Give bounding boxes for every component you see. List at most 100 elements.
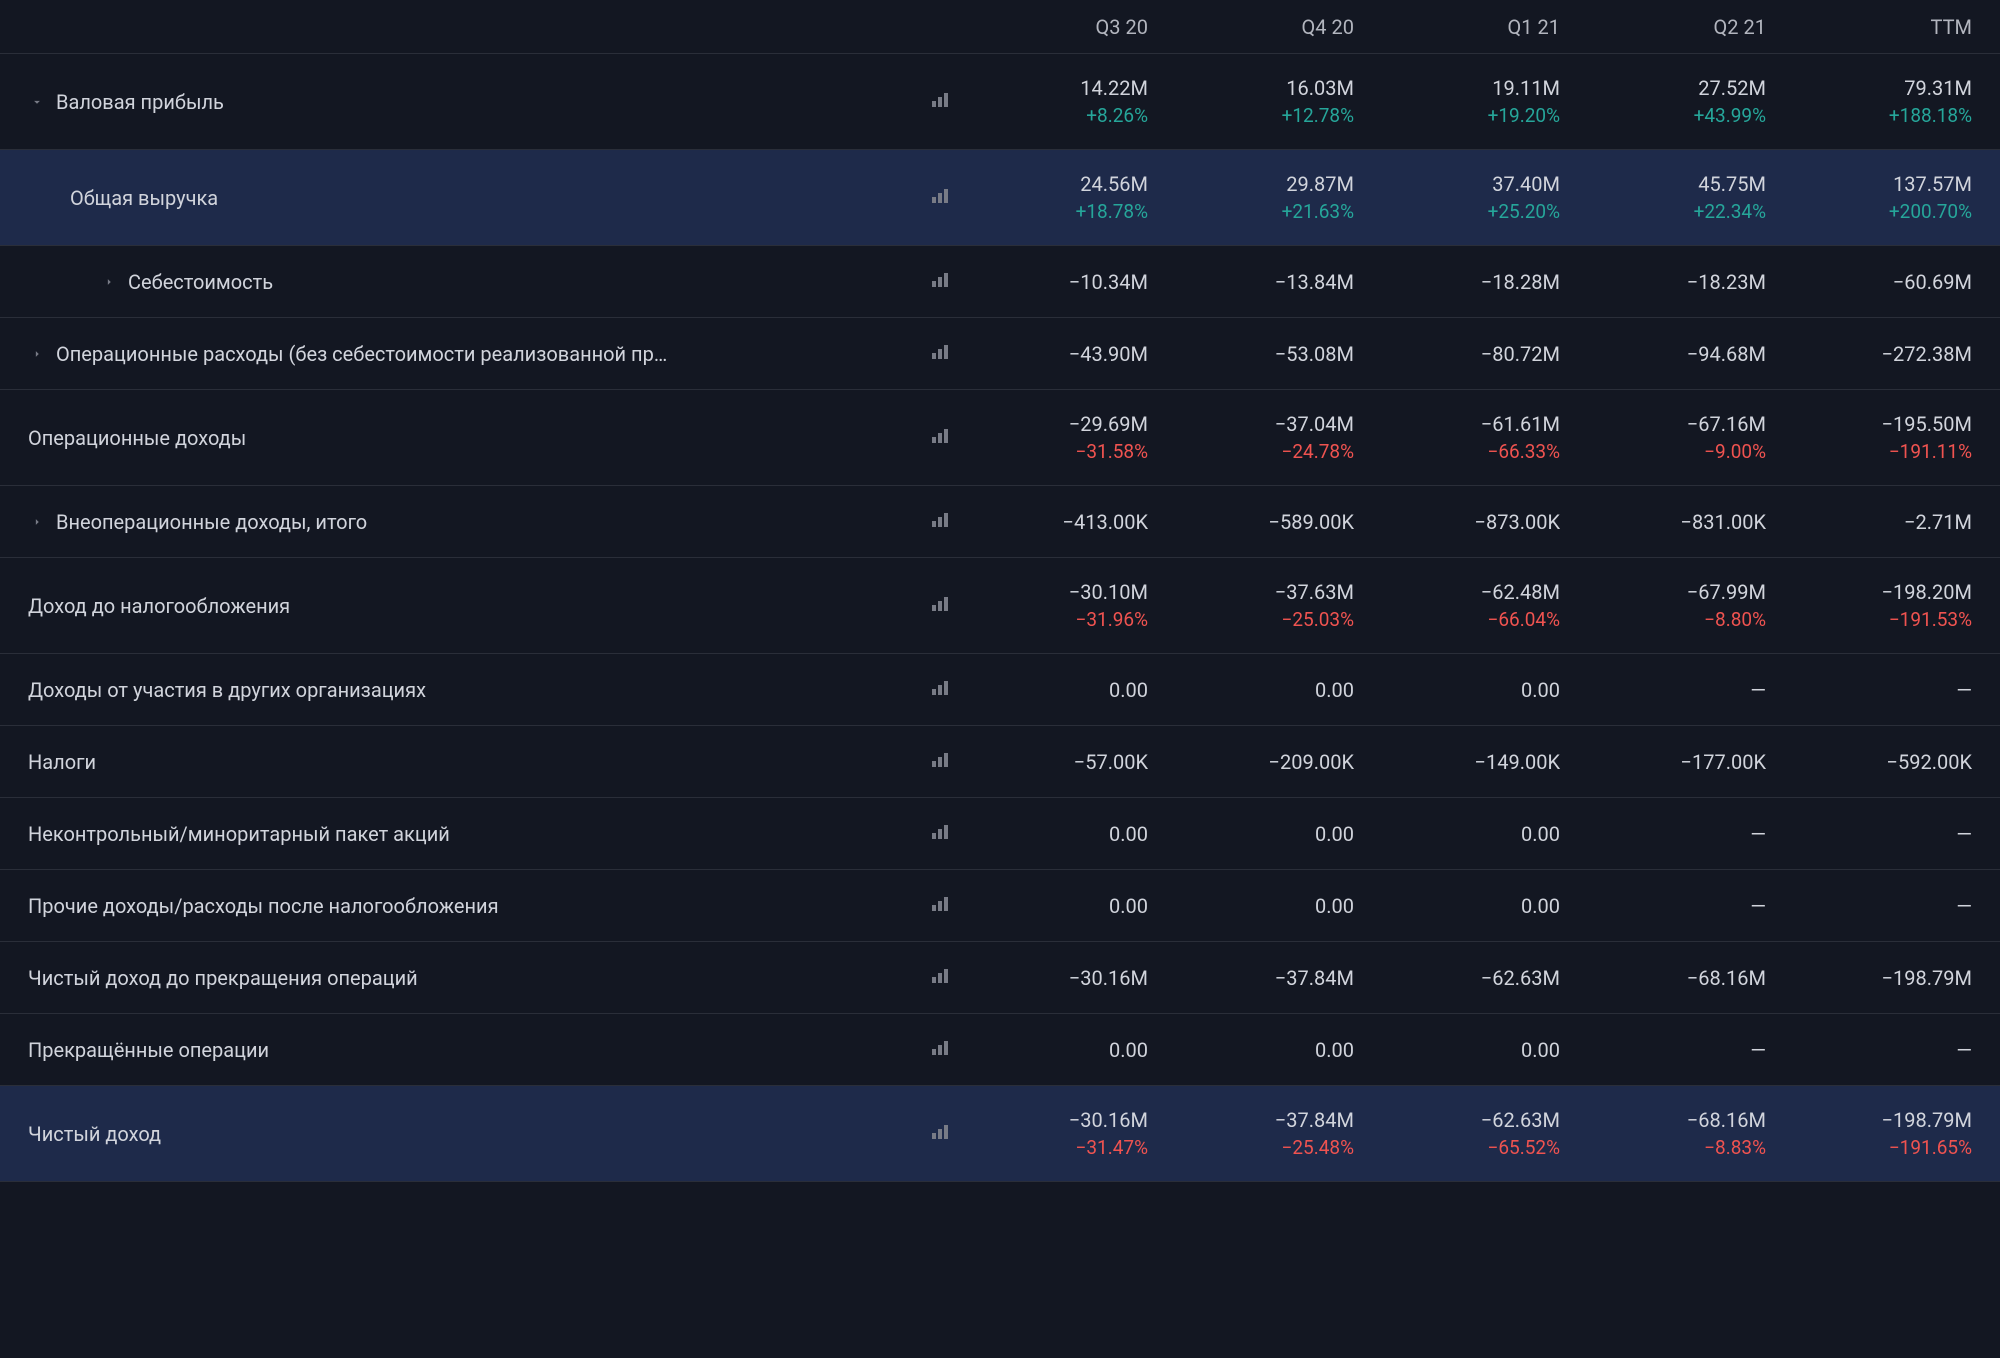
value-pct: −66.33% — [1487, 440, 1560, 465]
value-main: −62.63M — [1481, 1106, 1560, 1134]
value-main: −592.00K — [1887, 748, 1972, 776]
bar-chart-icon[interactable] — [928, 963, 952, 992]
value-pct: −31.96% — [1075, 608, 1148, 633]
bar-chart-icon[interactable] — [928, 183, 952, 212]
value-cell: 29.87M+21.63% — [1176, 170, 1382, 225]
table-row[interactable]: Чистый доход−30.16M−31.47%−37.84M−25.48%… — [0, 1086, 2000, 1182]
chart-icon-cell — [910, 891, 970, 920]
row-label: Себестоимость — [128, 270, 273, 294]
value-main: −18.23M — [1687, 268, 1766, 296]
chevron-down-icon[interactable] — [28, 93, 46, 111]
value-cell: 14.22M+8.26% — [970, 74, 1176, 129]
table-row[interactable]: Налоги−57.00K−209.00K−149.00K−177.00K−59… — [0, 726, 2000, 798]
table-row[interactable]: Валовая прибыль14.22M+8.26%16.03M+12.78%… — [0, 54, 2000, 150]
value-cell: — — [1588, 1036, 1794, 1064]
value-cell: −61.61M−66.33% — [1382, 410, 1588, 465]
table-row[interactable]: Операционные расходы (без себестоимости … — [0, 318, 2000, 390]
value-cell: −68.16M−8.83% — [1588, 1106, 1794, 1161]
bar-chart-icon[interactable] — [928, 591, 952, 620]
value-cell: −873.00K — [1382, 508, 1588, 536]
value-main: — — [1956, 676, 1972, 704]
row-name-cell: Налоги — [0, 750, 910, 774]
value-main: −29.69M — [1069, 410, 1148, 438]
table-row[interactable]: Внеоперационные доходы, итого−413.00K−58… — [0, 486, 2000, 558]
value-main: −67.16M — [1687, 410, 1766, 438]
row-name-cell: Чистый доход до прекращения операций — [0, 966, 910, 990]
value-pct: +18.78% — [1076, 200, 1148, 225]
value-cell: 16.03M+12.78% — [1176, 74, 1382, 129]
value-main: 0.00 — [1521, 892, 1560, 920]
chart-icon-cell — [910, 423, 970, 452]
bar-chart-icon[interactable] — [928, 507, 952, 536]
value-cell: −43.90M — [970, 340, 1176, 368]
table-row[interactable]: Неконтрольный/миноритарный пакет акций 0.… — [0, 798, 2000, 870]
chart-icon-cell — [910, 747, 970, 776]
bar-chart-icon[interactable] — [928, 891, 952, 920]
bar-chart-icon[interactable] — [928, 1035, 952, 1064]
value-cell: — — [1588, 892, 1794, 920]
value-main: — — [1750, 820, 1766, 848]
value-main: 37.40M — [1492, 170, 1560, 198]
chevron-right-icon[interactable] — [28, 513, 46, 531]
chart-icon-cell — [910, 675, 970, 704]
value-main: 45.75M — [1698, 170, 1766, 198]
bar-chart-icon[interactable] — [928, 747, 952, 776]
bar-chart-icon[interactable] — [928, 819, 952, 848]
value-pct: −25.03% — [1281, 608, 1354, 633]
chart-icon-cell — [910, 183, 970, 212]
value-cell: — — [1794, 892, 2000, 920]
value-cell: 0.00 — [1176, 892, 1382, 920]
row-label: Доход до налогообложения — [28, 594, 290, 618]
bar-chart-icon[interactable] — [928, 675, 952, 704]
value-cell: 0.00 — [1382, 676, 1588, 704]
row-label: Неконтрольный/миноритарный пакет акций — [28, 822, 450, 846]
value-main: −37.84M — [1275, 1106, 1354, 1134]
row-label: Операционные доходы — [28, 426, 246, 450]
table-row[interactable]: Операционные доходы−29.69M−31.58%−37.04M… — [0, 390, 2000, 486]
bar-chart-icon[interactable] — [928, 267, 952, 296]
value-cell: 137.57M+200.70% — [1794, 170, 2000, 225]
value-pct: −8.80% — [1704, 608, 1766, 633]
value-cell: 37.40M+25.20% — [1382, 170, 1588, 225]
table-row[interactable]: Себестоимость−10.34M−13.84M−18.28M−18.23… — [0, 246, 2000, 318]
value-cell: — — [1588, 820, 1794, 848]
value-main: 16.03M — [1286, 74, 1354, 102]
value-main: 0.00 — [1109, 820, 1148, 848]
table-row[interactable]: Чистый доход до прекращения операций−30.… — [0, 942, 2000, 1014]
value-cell: — — [1794, 1036, 2000, 1064]
table-header-row: Q3 20 Q4 20 Q1 21 Q2 21 TTM — [0, 0, 2000, 54]
column-header: Q2 21 — [1588, 15, 1794, 39]
value-cell: −94.68M — [1588, 340, 1794, 368]
table-row[interactable]: Доход до налогообложения−30.10M−31.96%−3… — [0, 558, 2000, 654]
bar-chart-icon[interactable] — [928, 1119, 952, 1148]
bar-chart-icon[interactable] — [928, 423, 952, 452]
value-cell: 0.00 — [970, 820, 1176, 848]
value-cell: −195.50M−191.11% — [1794, 410, 2000, 465]
value-pct: −66.04% — [1487, 608, 1560, 633]
table-row[interactable]: Общая выручка24.56M+18.78%29.87M+21.63%3… — [0, 150, 2000, 246]
value-main: −30.16M — [1069, 1106, 1148, 1134]
value-cell: — — [1588, 676, 1794, 704]
value-main: −873.00K — [1475, 508, 1560, 536]
bar-chart-icon[interactable] — [928, 87, 952, 116]
value-main: 79.31M — [1904, 74, 1972, 102]
value-pct: +19.20% — [1488, 104, 1560, 129]
value-cell: −60.69M — [1794, 268, 2000, 296]
value-cell: −67.99M−8.80% — [1588, 578, 1794, 633]
value-cell: — — [1794, 820, 2000, 848]
value-main: 14.22M — [1080, 74, 1148, 102]
bar-chart-icon[interactable] — [928, 339, 952, 368]
table-row[interactable]: Доходы от участия в других организациях0… — [0, 654, 2000, 726]
table-row[interactable]: Прекращённые операции0.000.000.00—— — [0, 1014, 2000, 1086]
chevron-right-icon[interactable] — [28, 345, 46, 363]
value-cell: −209.00K — [1176, 748, 1382, 776]
value-cell: −67.16M−9.00% — [1588, 410, 1794, 465]
table-row[interactable]: Прочие доходы/расходы после налогообложе… — [0, 870, 2000, 942]
value-main: −61.61M — [1481, 410, 1560, 438]
value-cell: 0.00 — [1176, 1036, 1382, 1064]
chevron-right-icon[interactable] — [100, 273, 118, 291]
value-main: −43.90M — [1069, 340, 1148, 368]
value-cell: −18.28M — [1382, 268, 1588, 296]
value-main: −30.10M — [1069, 578, 1148, 606]
value-main: — — [1956, 1036, 1972, 1064]
